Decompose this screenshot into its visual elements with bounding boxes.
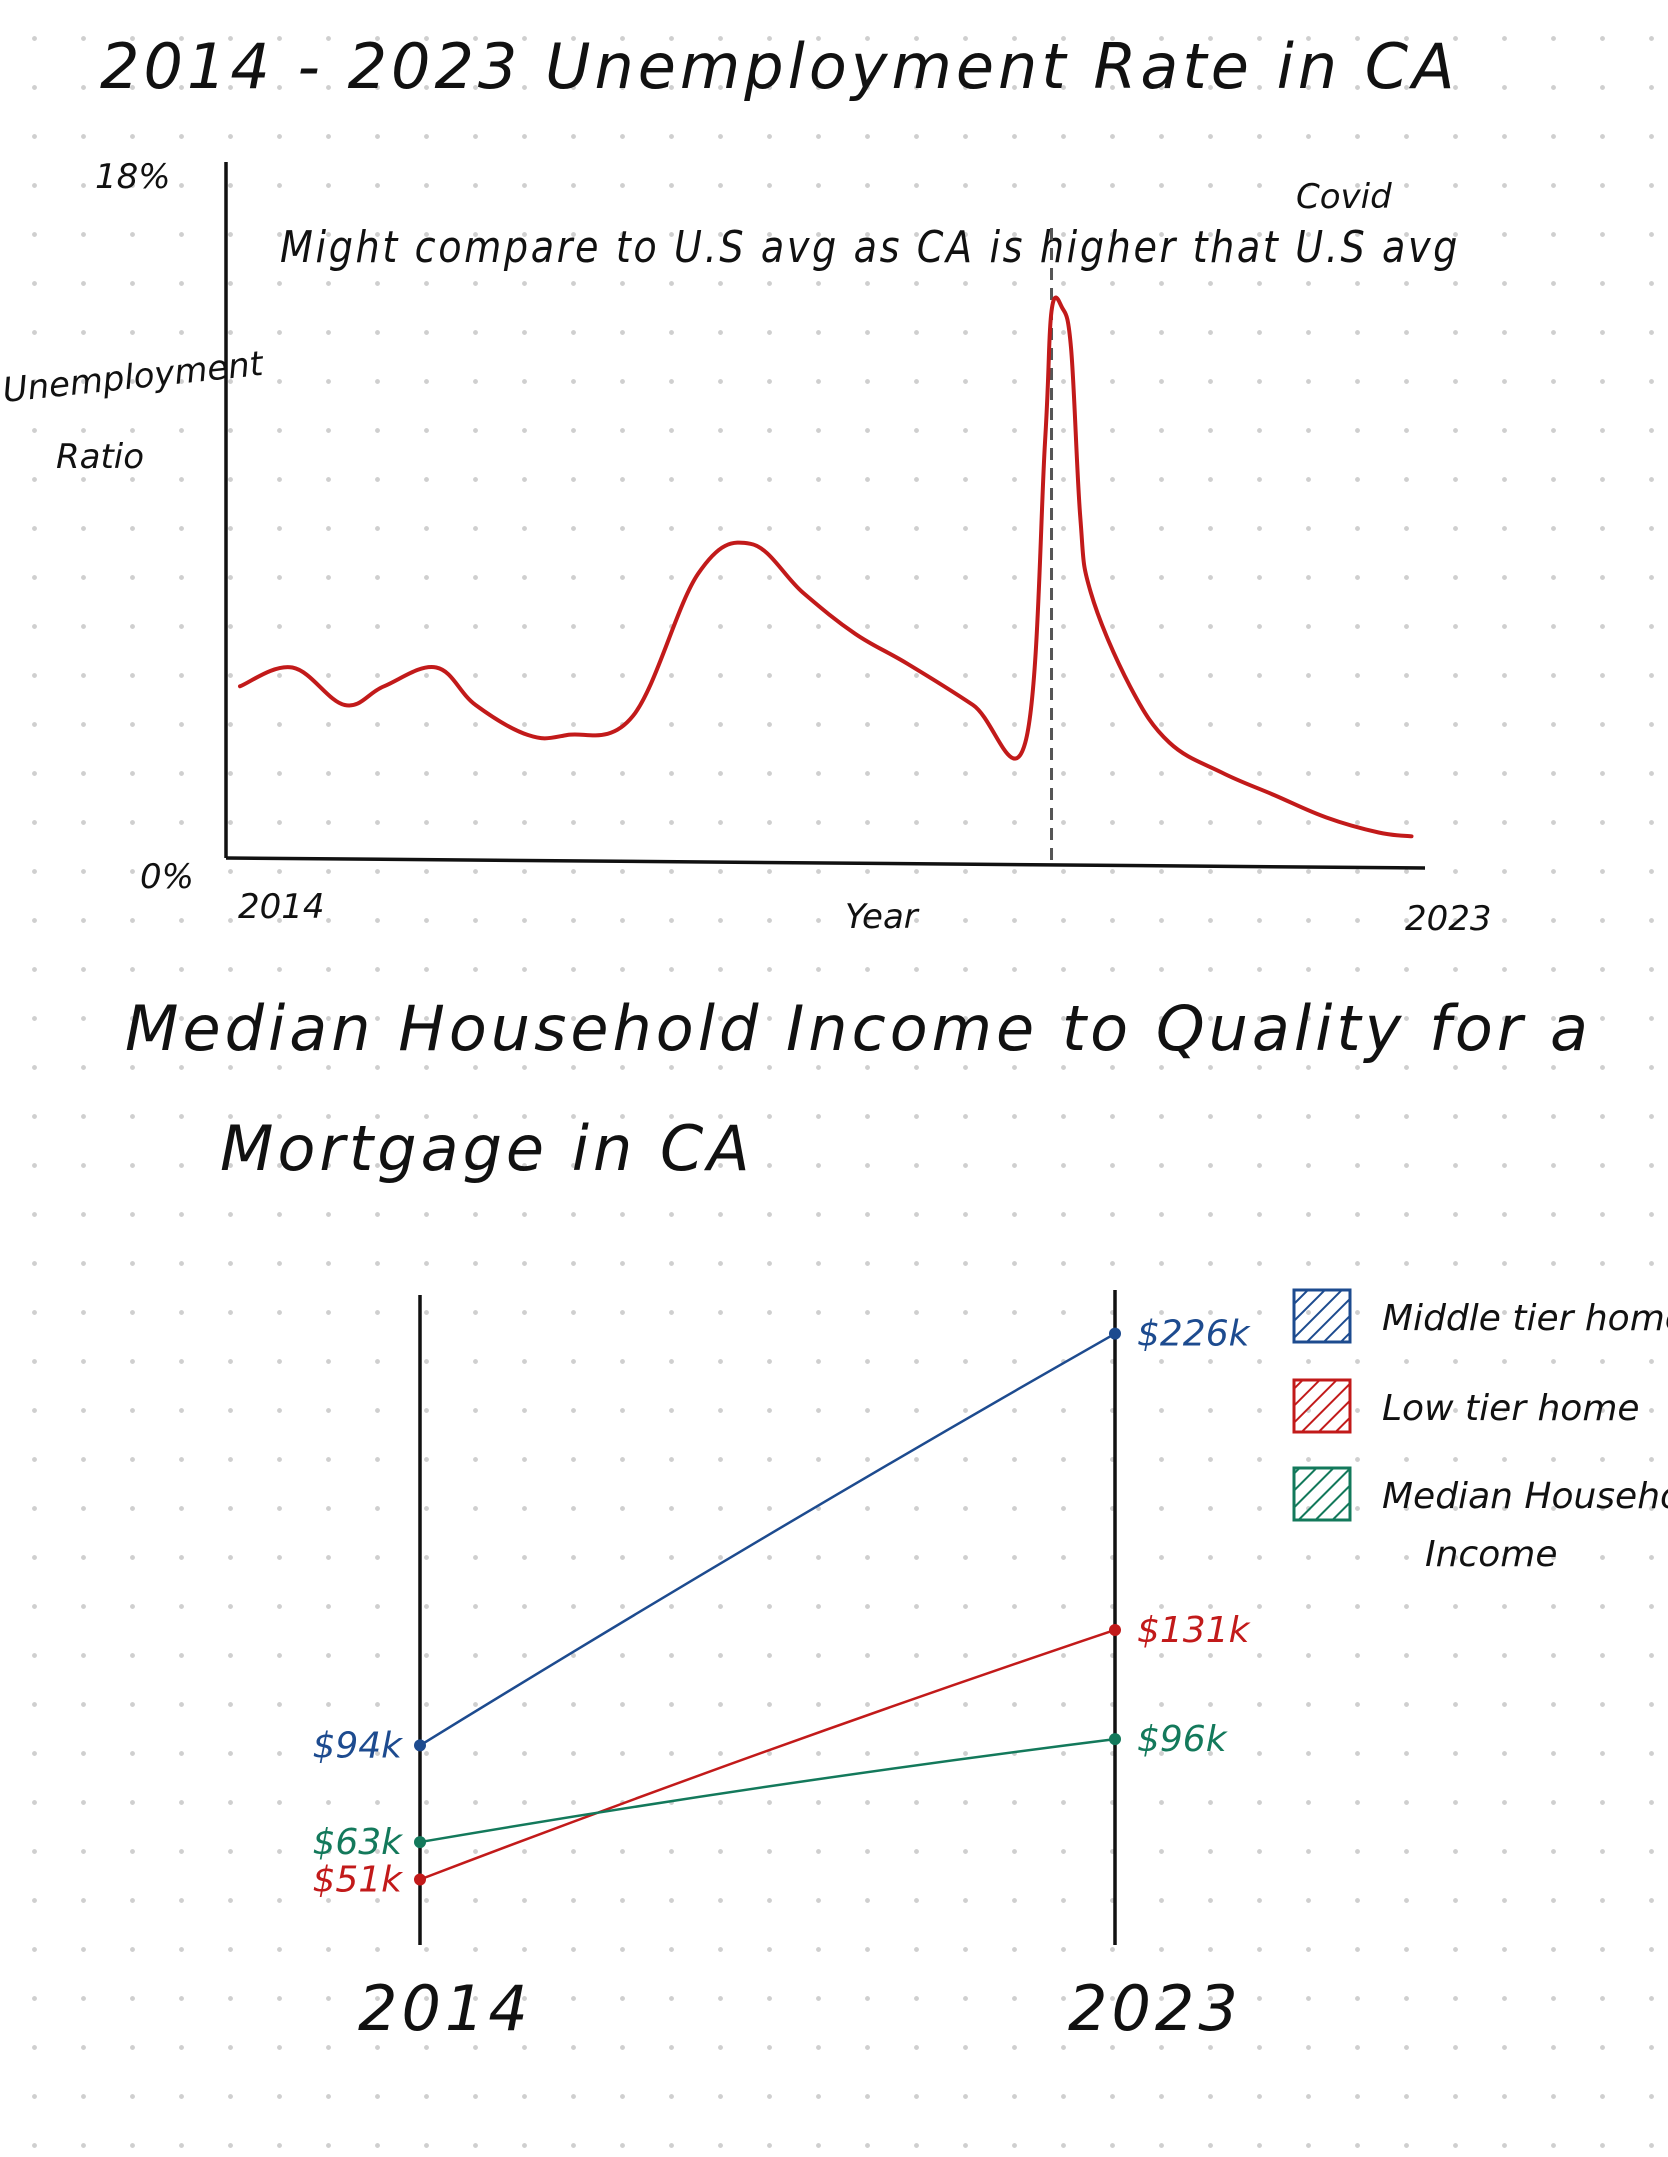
covid-event-label: Covid [1296, 177, 1392, 217]
data-label-low-tier-2023: $131k [1137, 1610, 1252, 1651]
x-axis-end-label: 2023 [1405, 899, 1492, 939]
series-line-median-income [419, 1737, 1116, 1844]
mortgage-series-group: $94k $226k $51k $131k $63k $96k [312, 1314, 1251, 1901]
category-label-2023: 2023 [1068, 1972, 1242, 2045]
data-point-middle-tier-2023 [1109, 1327, 1121, 1340]
legend-swatch-middle-tier [1292, 1288, 1352, 1344]
unemployment-chart-title: 2014 - 2023 Unemployment Rate in CA [100, 30, 1459, 103]
x-axis-label: Year [845, 897, 920, 937]
data-label-median-income-2014: $63k [312, 1822, 404, 1863]
series-line-low-tier [419, 1628, 1116, 1881]
legend-label-median-income-line1: Median Household [1382, 1476, 1668, 1517]
data-label-low-tier-2014: $51k [312, 1860, 404, 1901]
unemployment-series-line [238, 295, 1414, 839]
x-axis-line [225, 856, 1426, 870]
category-label-2014: 2014 [358, 1972, 532, 2045]
mortgage-chart-title-line2: Mortgage in CA [220, 1112, 754, 1185]
legend-item-middle-tier: Middle tier home [1292, 1288, 1668, 1344]
mortgage-chart-title-line1: Median Household Income to Quality for a [125, 992, 1592, 1065]
chart-annotation: Might compare to U.S avg as CA is higher… [280, 222, 1460, 273]
y-axis-bottom-label: 0% [140, 857, 194, 897]
data-point-middle-tier-2014 [414, 1739, 426, 1752]
series-line-middle-tier [419, 1332, 1116, 1747]
legend-label-median-income-line2: Income [1425, 1534, 1557, 1575]
mortgage-chart: Median Household Income to Quality for a… [125, 992, 1668, 2045]
y-axis-top-label: 18% [95, 157, 171, 197]
data-point-low-tier-2014 [414, 1873, 426, 1886]
legend-label-low-tier: Low tier home [1382, 1388, 1640, 1429]
x-axis-start-label: 2014 [238, 887, 325, 927]
legend-label-middle-tier: Middle tier home [1382, 1298, 1668, 1339]
data-point-low-tier-2023 [1109, 1623, 1121, 1636]
legend-swatch-low-tier [1292, 1378, 1352, 1434]
data-label-middle-tier-2014: $94k [312, 1725, 404, 1766]
data-label-median-income-2023: $96k [1137, 1719, 1229, 1760]
data-point-median-income-2023 [1109, 1733, 1121, 1746]
legend: Middle tier home Low tier home Median Ho… [1292, 1288, 1668, 1575]
data-label-middle-tier-2023: $226k [1137, 1314, 1252, 1355]
legend-swatch-median-income [1292, 1466, 1352, 1522]
data-point-median-income-2014 [414, 1836, 426, 1849]
legend-item-low-tier: Low tier home [1292, 1378, 1640, 1434]
legend-item-median-income: Median Household Income [1292, 1466, 1668, 1575]
y-axis-label-line2: Ratio [56, 437, 144, 477]
unemployment-chart: 2014 - 2023 Unemployment Rate in CA 18% … [1, 30, 1492, 939]
